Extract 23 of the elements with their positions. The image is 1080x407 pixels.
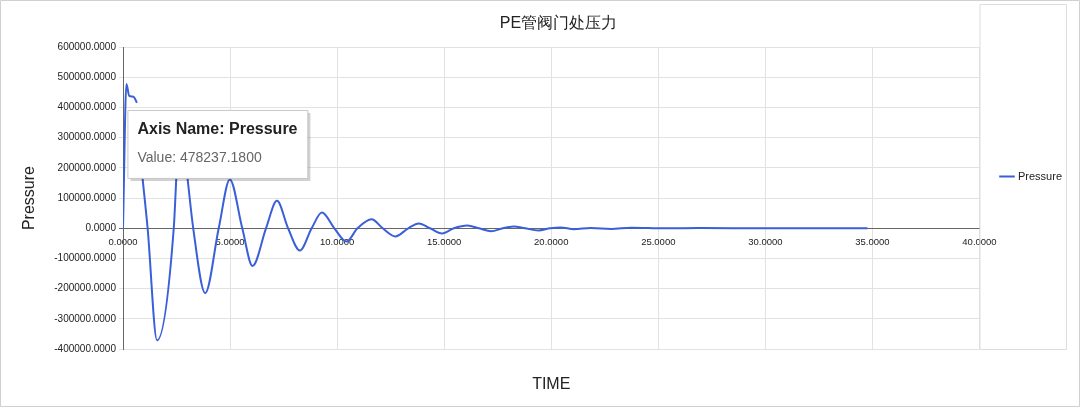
y-tick-label: 100000.0000 bbox=[57, 191, 117, 203]
y-tick-label: -300000.0000 bbox=[54, 312, 117, 324]
y-tick-label: 300000.0000 bbox=[57, 131, 117, 143]
y-tick-label: 0.0000 bbox=[85, 222, 117, 234]
x-tick-label: 25.0000 bbox=[641, 235, 676, 247]
x-tick-label: 35.0000 bbox=[855, 235, 890, 247]
x-tick-label: 10.0000 bbox=[319, 235, 355, 247]
y-tick-label: 200000.0000 bbox=[57, 161, 117, 173]
y-tick-label: -100000.0000 bbox=[54, 252, 117, 264]
annotation: Axis Name: Pressure Value: 478237.1800 bbox=[137, 120, 298, 165]
y-tick-label: 400000.0000 bbox=[57, 101, 117, 113]
y-tick-label: 600000.0000 bbox=[57, 40, 117, 52]
x-tick-label: 20.0000 bbox=[534, 235, 569, 247]
legend-label: Pressure bbox=[1017, 169, 1063, 182]
y-axis-title: Pressure bbox=[20, 165, 38, 231]
chart-title: PE管阀门处压力 bbox=[499, 14, 618, 32]
y-tick-label: 500000.0000 bbox=[57, 71, 117, 83]
x-tick-label: 15.0000 bbox=[427, 235, 462, 247]
x-tick-label: 40.0000 bbox=[962, 235, 997, 247]
y-tick-label: -200000.0000 bbox=[54, 282, 117, 294]
x-axis-title: TIME bbox=[532, 375, 571, 393]
y-tick-label: -400000.0000 bbox=[54, 342, 117, 354]
x-tick-label: 30.0000 bbox=[748, 235, 783, 247]
